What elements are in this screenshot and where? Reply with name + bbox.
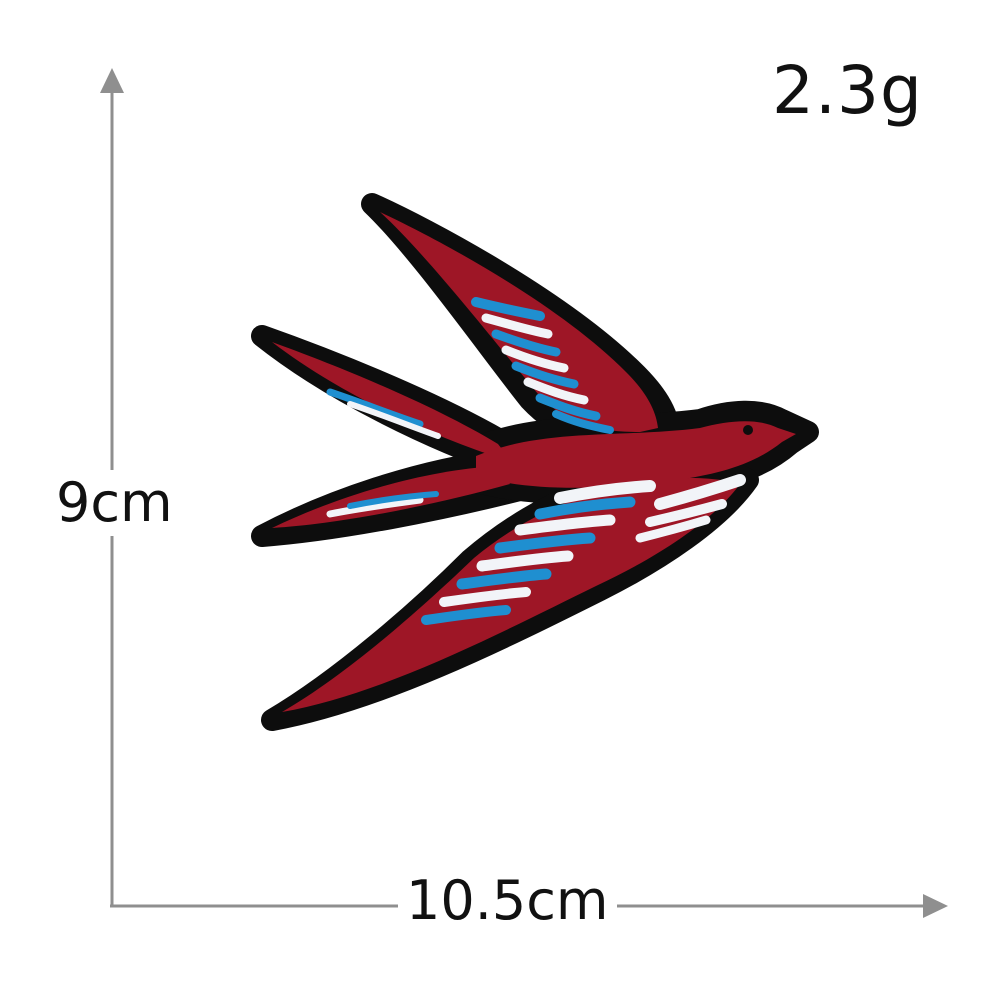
- weight-label: 2.3g: [772, 52, 923, 129]
- upper-wing-feathers: [471, 297, 614, 434]
- lower-wing-feathers: [421, 474, 746, 625]
- width-label: 10.5cm: [398, 872, 617, 930]
- height-label: 9cm: [52, 470, 177, 536]
- bird-eye: [743, 425, 753, 435]
- tail-feathers: [326, 388, 441, 518]
